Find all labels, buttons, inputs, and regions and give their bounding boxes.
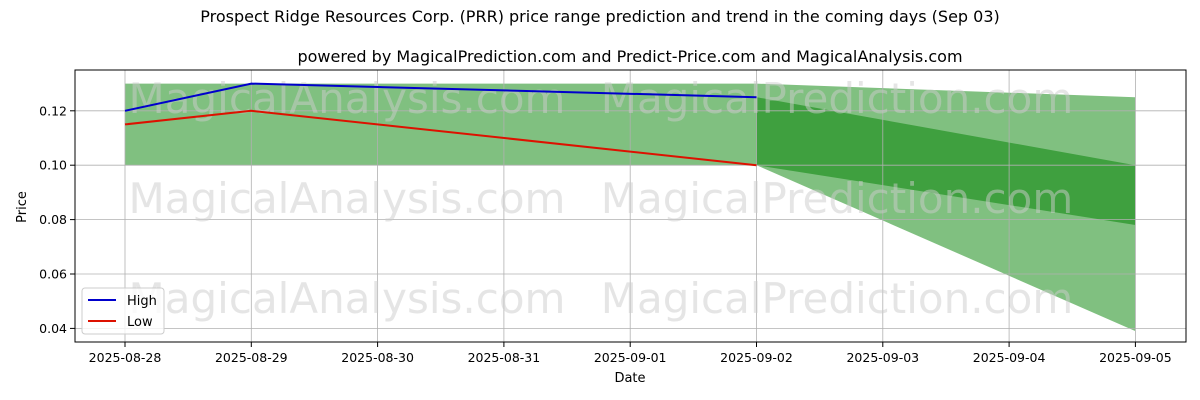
x-tick-label: 2025-09-02 [720,350,793,365]
x-tick-label: 2025-08-31 [468,350,541,365]
chart-subtitle: powered by MagicalPrediction.com and Pre… [297,47,962,66]
y-tick-label: 0.08 [39,212,67,227]
y-tick-label: 0.04 [39,321,67,336]
watermark-text: MagicalPrediction.com [601,174,1074,223]
y-tick-label: 0.10 [39,158,67,173]
x-tick-label: 2025-08-28 [89,350,162,365]
y-axis-label: Price [15,191,30,223]
x-tick-label: 2025-09-04 [973,350,1046,365]
x-axis: 2025-08-28 2025-08-29 2025-08-30 2025-08-31… [89,342,1172,365]
plot-area: MagicalAnalysis.com MagicalPrediction.com… [74,69,1187,343]
legend: High Low [81,287,165,335]
watermark-text: MagicalAnalysis.com [129,74,566,123]
series-line-high [124,82,757,112]
watermark-text: MagicalAnalysis.com [129,174,566,223]
watermark-layer: MagicalAnalysis.com MagicalPrediction.com… [129,74,1074,323]
x-tick-label: 2025-08-29 [215,350,288,365]
series-layer [124,82,757,167]
prediction-band-1 [756,97,1136,226]
watermark-text: MagicalAnalysis.com [129,274,566,323]
chart-title: Prospect Ridge Resources Corp. (PRR) pri… [200,7,1000,26]
y-tick-label: 0.12 [39,103,67,118]
x-tick-label: 2025-08-30 [341,350,414,365]
legend-low-label: Low [127,315,153,330]
watermark-text: MagicalPrediction.com [601,274,1074,323]
y-tick-label: 0.06 [39,267,67,282]
x-tick-label: 2025-09-01 [594,350,667,365]
watermark-text: MagicalPrediction.com [601,74,1074,123]
legend-high-label: High [127,294,157,309]
series-line-low [124,109,757,167]
y-axis: 0.04 0.06 0.08 0.10 0.12 [39,103,75,336]
x-axis-label: Date [614,371,645,386]
x-tick-label: 2025-09-05 [1099,350,1172,365]
x-tick-label: 2025-09-03 [846,350,919,365]
